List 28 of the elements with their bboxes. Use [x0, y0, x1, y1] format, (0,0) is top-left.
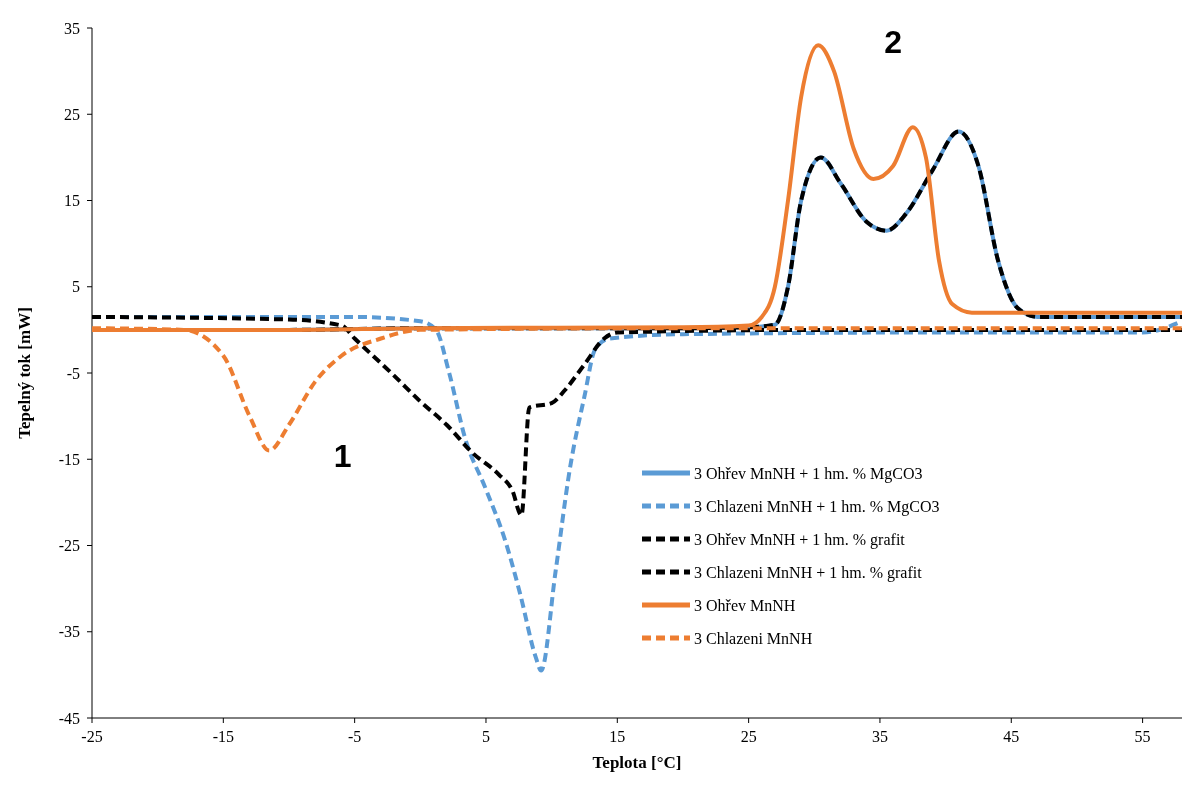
y-tick-label: -35 [58, 623, 80, 641]
y-tick-label: 15 [64, 192, 80, 210]
legend-label: 3 Ohřev MnNH [694, 596, 796, 614]
x-tick-label: 25 [740, 728, 757, 745]
y-tick-label: -45 [58, 709, 80, 727]
y-tick-label: 35 [64, 19, 80, 37]
y-axis-title: Tepelný tok [mW] [15, 307, 34, 439]
x-tick-label: 55 [1134, 728, 1151, 745]
x-tick-label: -25 [81, 728, 103, 745]
x-tick-label: -15 [212, 728, 234, 745]
y-tick-label: -15 [58, 450, 80, 468]
legend-label: 3 Chlazeni MnNH [694, 629, 813, 647]
x-tick-label: 15 [609, 728, 626, 745]
legend-label: 3 Ohřev MnNH + 1 hm. % grafit [694, 530, 906, 549]
y-tick-label: -5 [66, 364, 80, 382]
legend-label: 3 Chlazeni MnNH + 1 hm. % MgCO3 [694, 497, 940, 516]
y-tick-label: 5 [72, 278, 80, 296]
annotation: 2 [884, 24, 903, 61]
y-tick-label: 25 [64, 105, 80, 123]
x-tick-label: 5 [481, 728, 490, 745]
legend-label: 3 Ohřev MnNH + 1 hm. % MgCO3 [694, 464, 923, 483]
x-tick-label: 45 [1003, 728, 1020, 745]
legend-label: 3 Chlazeni MnNH + 1 hm. % grafit [694, 563, 923, 582]
x-tick-label: -5 [347, 728, 362, 745]
x-tick-label: 35 [871, 728, 888, 745]
y-tick-label: -25 [58, 537, 80, 555]
x-axis-title: Teplota [°C] [592, 753, 682, 772]
annotation: 1 [333, 438, 352, 474]
